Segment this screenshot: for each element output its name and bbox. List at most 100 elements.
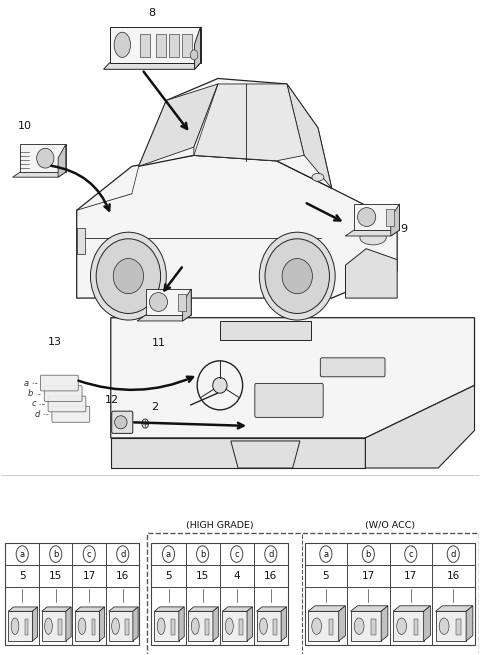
Polygon shape — [188, 607, 218, 611]
Text: 16: 16 — [447, 571, 460, 581]
Text: a: a — [166, 550, 171, 559]
Text: 5: 5 — [165, 571, 172, 581]
FancyBboxPatch shape — [255, 383, 323, 417]
Polygon shape — [222, 611, 247, 641]
Polygon shape — [466, 606, 473, 641]
Bar — [456, 619, 461, 635]
Ellipse shape — [192, 618, 199, 635]
Polygon shape — [109, 607, 138, 611]
Ellipse shape — [78, 618, 86, 635]
Polygon shape — [393, 606, 431, 611]
Polygon shape — [257, 607, 287, 611]
Polygon shape — [247, 607, 252, 641]
Bar — [372, 619, 376, 635]
Ellipse shape — [96, 239, 161, 314]
Polygon shape — [111, 438, 365, 468]
Bar — [386, 209, 394, 226]
Text: 8: 8 — [148, 9, 155, 18]
Polygon shape — [391, 204, 399, 236]
Polygon shape — [32, 607, 37, 641]
Ellipse shape — [358, 208, 376, 227]
FancyBboxPatch shape — [112, 411, 133, 434]
Polygon shape — [435, 611, 466, 641]
Polygon shape — [111, 318, 475, 438]
Ellipse shape — [91, 233, 166, 320]
Bar — [169, 34, 179, 58]
Polygon shape — [188, 611, 213, 641]
Polygon shape — [365, 385, 475, 468]
Polygon shape — [345, 230, 399, 236]
Polygon shape — [137, 315, 191, 321]
Polygon shape — [231, 441, 300, 468]
Circle shape — [191, 50, 198, 60]
Polygon shape — [8, 607, 37, 611]
Text: 5: 5 — [323, 571, 329, 581]
Text: b: b — [53, 550, 59, 559]
Ellipse shape — [312, 174, 324, 181]
Ellipse shape — [113, 259, 144, 293]
Polygon shape — [154, 607, 184, 611]
Text: 2: 2 — [151, 402, 158, 412]
Text: 17: 17 — [404, 571, 418, 581]
Text: d: d — [268, 550, 274, 559]
Text: c: c — [408, 550, 413, 559]
Ellipse shape — [226, 618, 233, 635]
Ellipse shape — [265, 239, 329, 314]
Bar — [171, 619, 175, 635]
Ellipse shape — [259, 233, 335, 320]
Ellipse shape — [45, 618, 52, 635]
Text: 11: 11 — [152, 338, 166, 348]
Ellipse shape — [36, 148, 54, 168]
Bar — [140, 34, 150, 58]
Ellipse shape — [439, 618, 449, 635]
Text: d: d — [120, 550, 125, 559]
Ellipse shape — [397, 618, 407, 635]
Polygon shape — [154, 611, 179, 641]
Bar — [156, 34, 167, 58]
Text: (W/O ACC): (W/O ACC) — [364, 521, 415, 530]
FancyBboxPatch shape — [44, 386, 82, 402]
Text: (HIGH GRADE): (HIGH GRADE) — [186, 521, 253, 530]
Text: 15: 15 — [196, 571, 209, 581]
Ellipse shape — [312, 618, 322, 635]
Ellipse shape — [354, 618, 364, 635]
Polygon shape — [75, 607, 105, 611]
Polygon shape — [146, 289, 191, 315]
Text: 10: 10 — [17, 121, 32, 132]
Polygon shape — [8, 611, 32, 641]
Text: d: d — [451, 550, 456, 559]
FancyBboxPatch shape — [320, 358, 385, 377]
Text: 16: 16 — [116, 571, 130, 581]
Polygon shape — [12, 172, 66, 177]
Ellipse shape — [114, 32, 131, 58]
Polygon shape — [75, 611, 99, 641]
Polygon shape — [42, 607, 71, 611]
Ellipse shape — [115, 416, 127, 429]
Polygon shape — [354, 204, 399, 230]
Ellipse shape — [282, 259, 312, 293]
Polygon shape — [393, 611, 424, 641]
Text: c: c — [87, 550, 92, 559]
Text: 12: 12 — [105, 395, 119, 405]
Polygon shape — [308, 606, 346, 611]
Text: a: a — [324, 550, 328, 559]
Bar — [147, 533, 480, 655]
Ellipse shape — [149, 293, 168, 311]
Polygon shape — [194, 27, 201, 69]
Polygon shape — [350, 606, 388, 611]
Polygon shape — [435, 606, 473, 611]
Text: a: a — [20, 550, 25, 559]
Text: 15: 15 — [49, 571, 62, 581]
Ellipse shape — [157, 618, 165, 635]
Polygon shape — [350, 611, 381, 641]
Polygon shape — [213, 607, 218, 641]
Ellipse shape — [112, 618, 120, 635]
Bar — [58, 619, 62, 635]
Text: b: b — [200, 550, 205, 559]
Polygon shape — [257, 611, 281, 641]
Bar — [305, 543, 475, 645]
Ellipse shape — [260, 618, 267, 635]
Bar — [329, 619, 334, 635]
Bar — [5, 543, 140, 645]
Text: 4: 4 — [233, 571, 240, 581]
